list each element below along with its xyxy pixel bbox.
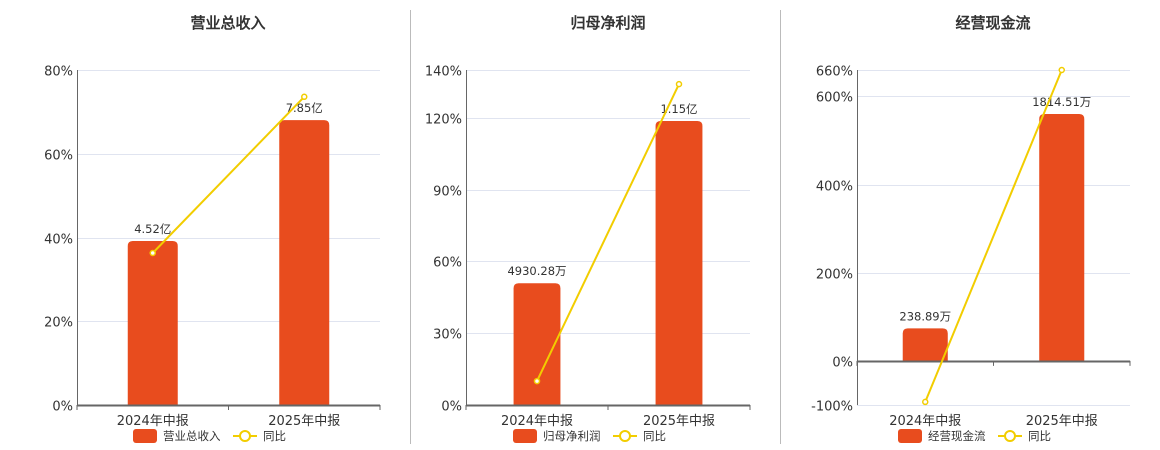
- y-tick-label: 30%: [433, 328, 462, 343]
- chart-panel-3: 经营现金流 -100% 0% 200% 400% 600% 660% 238.89万 1814.…: [811, 14, 1131, 443]
- x-category-label: 2025年中报: [643, 414, 715, 429]
- legend-line-label: 同比: [643, 429, 666, 443]
- yoy-line: [152, 96, 305, 254]
- yoy-line: [536, 83, 680, 382]
- legend-line-label: 同比: [1028, 429, 1051, 443]
- yoy-point: [533, 377, 541, 385]
- y-tick-label: 200%: [816, 268, 853, 283]
- legend-bar-swatch: [898, 429, 922, 443]
- y-tick-label: 600%: [816, 91, 853, 106]
- yoy-line: [924, 69, 1063, 403]
- bar: [279, 120, 330, 406]
- bar: [513, 283, 561, 405]
- legend-line-label: 同比: [263, 429, 286, 443]
- chart-title: 营业总收入: [190, 14, 265, 32]
- bar-data-label: 4930.28万: [507, 264, 566, 278]
- bar-data-label: 1814.51万: [1032, 95, 1091, 109]
- chart-panel-1: 营业总收入 0% 20% 40% 60% 80% 4.52亿 7.85亿 2024年中报 2025…: [44, 14, 381, 443]
- legend-bar-swatch: [133, 429, 157, 443]
- y-tick-label: 60%: [433, 256, 462, 271]
- yoy-point: [301, 93, 308, 101]
- legend-line-marker: [239, 430, 251, 442]
- x-category-label: 2024年中报: [501, 414, 573, 429]
- y-tick-label: 120%: [425, 113, 462, 128]
- bar: [1039, 114, 1085, 361]
- y-tick-label: 20%: [44, 316, 73, 331]
- yoy-point: [675, 80, 683, 88]
- chart-title: 经营现金流: [955, 14, 1030, 32]
- y-tick-label: 60%: [44, 149, 73, 164]
- legend-bar-label: 营业总收入: [163, 429, 221, 443]
- y-tick-label: 140%: [425, 65, 462, 80]
- bar: [655, 120, 703, 405]
- yoy-point: [1058, 66, 1065, 74]
- legend-bar-label: 经营现金流: [928, 429, 986, 443]
- bar: [127, 240, 178, 405]
- y-tick-label: 0%: [832, 356, 853, 371]
- bar-data-label: 7.85亿: [286, 101, 323, 115]
- bar-data-label: 4.52亿: [134, 222, 171, 236]
- y-tick-label: 0%: [52, 400, 73, 415]
- x-category-label: 2025年中报: [268, 414, 340, 429]
- y-tick-label: 400%: [816, 180, 853, 195]
- y-tick-label: 660%: [816, 65, 853, 80]
- chart-panel-2: 归母净利润0%30%60%90%120%140%4930.28万1.15亿202…: [425, 14, 751, 443]
- y-tick-label: 0%: [441, 400, 462, 415]
- legend-line-marker: [619, 430, 631, 442]
- y-tick-label: 80%: [44, 65, 73, 80]
- legend-bar-swatch: [513, 429, 537, 443]
- bar-data-label: 238.89万: [899, 309, 951, 323]
- x-category-label: 2025年中报: [1026, 414, 1098, 429]
- legend-bar-label: 归母净利润: [543, 429, 601, 443]
- y-tick-label: -100%: [811, 400, 853, 415]
- bar: [902, 328, 948, 361]
- legend-line-marker: [1004, 430, 1016, 442]
- x-category-label: 2024年中报: [889, 414, 961, 429]
- yoy-point: [149, 249, 156, 257]
- chart-title: 归母净利润: [570, 14, 645, 32]
- x-category-label: 2024年中报: [117, 414, 189, 429]
- yoy-point: [922, 398, 929, 406]
- y-tick-label: 90%: [433, 185, 462, 200]
- y-tick-label: 40%: [44, 233, 73, 248]
